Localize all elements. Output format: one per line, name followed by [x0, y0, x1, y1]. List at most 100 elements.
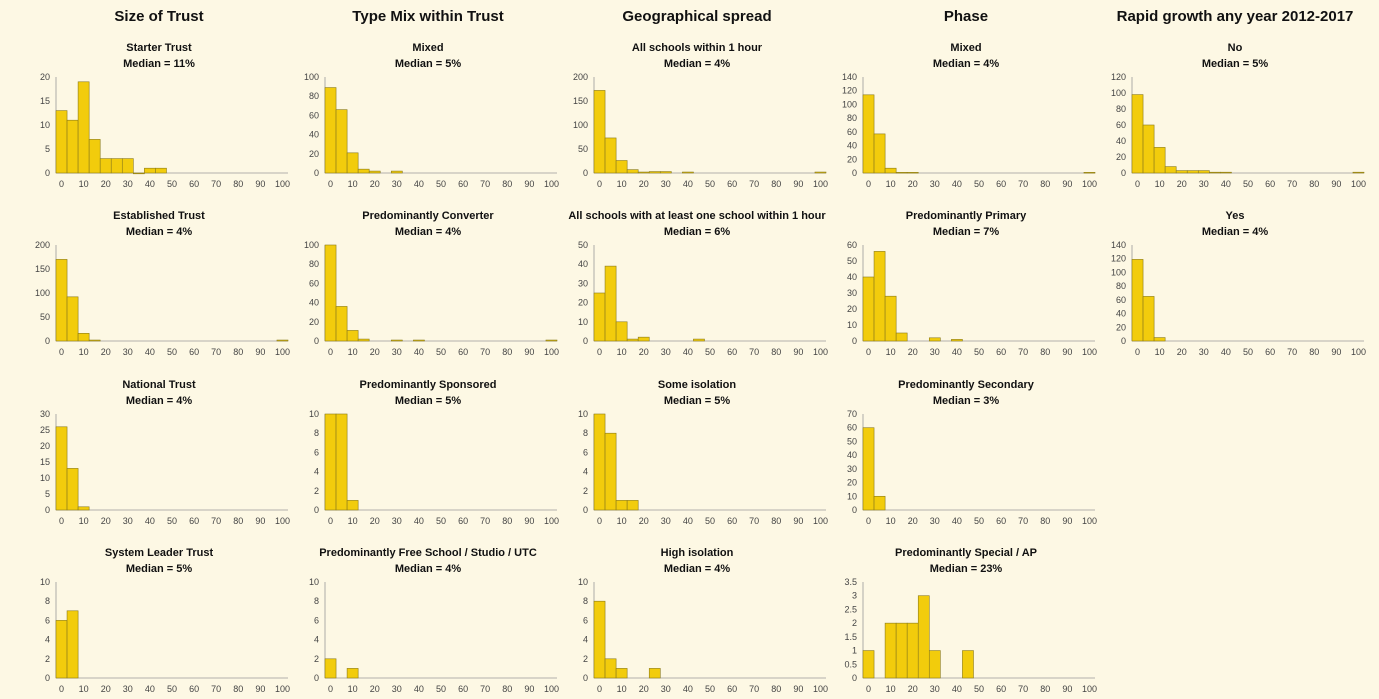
histogram-bar: [604, 432, 617, 511]
histogram-svg: 0 5 10 15 20 25 30 0 10 20 30 40 50 60 70 80 90 100: [40, 409, 290, 526]
y-tick-label: 10: [578, 317, 588, 327]
y-tick-label: 3.5: [844, 577, 857, 587]
x-tick-label: 20: [908, 516, 918, 526]
x-tick-label: 30: [123, 347, 133, 357]
histogram-bar: [873, 133, 886, 174]
histogram-bar: [1186, 170, 1199, 174]
x-tick-label: 40: [683, 684, 693, 694]
histogram-svg: 0 0.5 1 1.5 2 2.5 3 3.5 0 10 20 30 40 50 60 70 80 90 100: [844, 577, 1097, 694]
x-tick-label: 100: [813, 516, 828, 526]
x-tick-label: 40: [683, 347, 693, 357]
y-tick-label: 15: [40, 96, 50, 106]
histogram-bar: [77, 506, 90, 511]
x-tick-label: 60: [996, 684, 1006, 694]
y-tick-label: 200: [573, 72, 588, 82]
y-tick-label: 60: [847, 127, 857, 137]
y-tick-label: 150: [35, 264, 50, 274]
x-tick-label: 80: [502, 179, 512, 189]
y-tick-label: 120: [1111, 254, 1126, 264]
histogram-bar: [324, 658, 337, 679]
y-tick-label: 120: [842, 86, 857, 96]
x-tick-label: 30: [930, 516, 940, 526]
x-tick-label: 90: [793, 347, 803, 357]
histogram-bar: [626, 169, 639, 174]
x-tick-label: 100: [544, 179, 559, 189]
x-tick-label: 20: [370, 516, 380, 526]
histogram-bar: [604, 658, 617, 679]
x-tick-label: 0: [597, 179, 602, 189]
y-tick-label: 0: [852, 336, 857, 346]
x-tick-label: 70: [480, 179, 490, 189]
histogram-bar: [884, 295, 897, 342]
histogram-bar: [66, 296, 79, 342]
histogram-bar: [906, 622, 919, 679]
y-tick-label: 0: [852, 505, 857, 515]
x-tick-label: 40: [952, 179, 962, 189]
x-tick-label: 70: [1287, 347, 1297, 357]
y-tick-label: 50: [847, 256, 857, 266]
histogram-bar: [55, 110, 68, 174]
x-tick-label: 20: [908, 684, 918, 694]
x-tick-label: 50: [436, 179, 446, 189]
histogram-svg: 0 10 20 30 40 50 60 70 0 10 20 30 40 50 60 70 80 90 100: [847, 409, 1097, 526]
x-tick-label: 50: [167, 179, 177, 189]
x-tick-label: 90: [1062, 179, 1072, 189]
y-tick-label: 10: [847, 491, 857, 501]
x-tick-label: 100: [1082, 179, 1097, 189]
x-tick-label: 50: [705, 179, 715, 189]
x-tick-label: 90: [1331, 347, 1341, 357]
panel-title: No: [1227, 42, 1243, 54]
x-tick-label: 20: [101, 684, 111, 694]
y-tick-label: 80: [1116, 281, 1126, 291]
x-tick-label: 10: [1155, 347, 1165, 357]
histogram-bar: [133, 172, 145, 175]
y-tick-label: 140: [1111, 240, 1126, 250]
panel-median: Median = 4%: [663, 58, 731, 70]
x-tick-label: 80: [502, 684, 512, 694]
panel-title: System Leader Trust: [104, 547, 214, 559]
x-tick-label: 80: [1309, 347, 1319, 357]
y-tick-label: 2: [583, 654, 588, 664]
x-tick-label: 20: [908, 347, 918, 357]
histogram-svg: 0 20 40 60 80 100 120 140 0 10 20 30 40 50 60 70 80 90 100: [1111, 240, 1366, 357]
histogram-bar: [1083, 172, 1096, 174]
y-tick-label: 2: [314, 654, 319, 664]
y-tick-label: 40: [1116, 136, 1126, 146]
histogram-panel: Predominantly Converter Median = 4% 0 20 40 6…: [293, 188, 563, 357]
y-tick-label: 10: [309, 577, 319, 587]
y-tick-label: 8: [583, 428, 588, 438]
y-tick-label: 4: [314, 635, 319, 645]
x-tick-label: 20: [1177, 179, 1187, 189]
y-tick-label: 4: [45, 635, 50, 645]
histogram-bar: [66, 610, 79, 679]
y-tick-label: 8: [314, 596, 319, 606]
histogram-bar: [335, 306, 348, 342]
histogram-bar: [1153, 147, 1166, 174]
x-tick-label: 0: [328, 347, 333, 357]
y-tick-label: 40: [578, 259, 588, 269]
histogram-bar: [1142, 124, 1155, 174]
histogram-bar: [155, 167, 167, 174]
histogram-bar: [99, 158, 112, 174]
y-tick-label: 100: [304, 240, 319, 250]
histogram-bar: [637, 336, 650, 342]
y-tick-label: 20: [1116, 152, 1126, 162]
y-tick-label: 40: [309, 298, 319, 308]
x-tick-label: 70: [211, 179, 221, 189]
x-tick-label: 70: [749, 684, 759, 694]
histogram-bar: [593, 600, 606, 679]
y-tick-label: 80: [847, 113, 857, 123]
x-tick-label: 70: [749, 347, 759, 357]
histogram-bar: [335, 413, 348, 511]
histogram-panel: Yes Median = 4% 0 20 40 60 80 100 120 140 0 10 20 30 4…: [1100, 188, 1370, 357]
x-tick-label: 30: [661, 516, 671, 526]
x-tick-label: 100: [813, 347, 828, 357]
x-tick-label: 100: [544, 347, 559, 357]
panel-title: National Trust: [122, 379, 196, 391]
panel-title: Mixed: [950, 42, 982, 54]
x-tick-label: 50: [1243, 179, 1253, 189]
x-tick-label: 20: [370, 179, 380, 189]
